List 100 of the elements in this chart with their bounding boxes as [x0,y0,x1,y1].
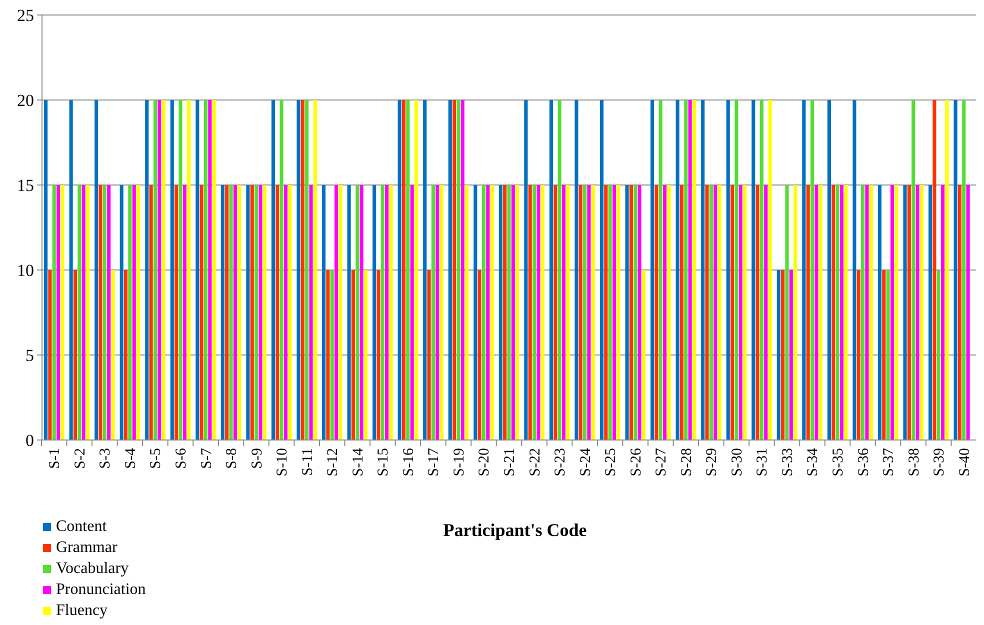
bar [865,185,869,440]
bar [440,185,444,440]
bar [414,100,418,440]
bar [212,100,216,440]
x-tick-label: S-36 [856,448,872,476]
bar [60,185,64,440]
legend-label: Grammar [56,539,118,556]
legend-label: Pronunciation [56,581,146,598]
bar [431,185,435,440]
bar [507,185,511,440]
bar [322,185,326,440]
x-tick-label: S-38 [906,448,922,476]
bar [869,185,873,440]
x-tick-label: S-2 [72,448,88,469]
bar [907,185,911,440]
bar [52,185,56,440]
bar [558,100,562,440]
bar [120,185,124,440]
y-tick-label: 25 [17,6,34,25]
x-tick-label: S-33 [780,448,796,476]
bar [608,185,612,440]
bar [583,185,587,440]
legend-label: Content [56,518,108,535]
bar [149,185,153,440]
bar [920,185,924,440]
bar [785,185,789,440]
bar [940,185,945,440]
bar [86,185,90,440]
bar [385,185,389,440]
bar [124,270,128,440]
bar [309,185,313,440]
legend-label: Vocabulary [56,560,129,577]
bar [642,270,646,440]
x-tick-label: S-27 [654,448,670,476]
bar [225,185,229,440]
bar [107,185,111,440]
x-tick-label: S-35 [830,448,847,476]
bar [389,185,393,440]
bar [313,100,317,440]
bar [629,185,633,440]
bar [612,185,616,440]
bar [456,100,460,440]
bar [650,100,654,440]
bar [300,100,304,440]
bar [836,185,840,440]
bar [591,185,595,440]
bar [802,100,806,440]
bar [709,185,713,440]
x-tick-label: S-22 [527,448,544,476]
bar [726,100,730,440]
x-tick-label: S-12 [325,448,342,476]
bar [448,100,452,440]
bar [356,185,360,440]
bar [882,270,886,440]
bar [498,185,502,440]
bar [810,100,814,440]
x-tick-label: S-19 [451,448,468,476]
bar [743,185,747,440]
bar [562,185,566,440]
bar [954,100,958,440]
bar [208,100,212,440]
bar [220,185,224,440]
x-tick-label: S-28 [678,448,695,476]
bar [516,185,520,440]
x-tick-label: S-39 [932,448,948,476]
bar [145,100,149,440]
bar [714,185,718,440]
bar [578,185,582,440]
x-tick-label: S-16 [400,448,417,476]
x-tick-label: S-8 [224,448,240,469]
bar [503,185,507,440]
bar [663,185,667,440]
bar [460,100,464,440]
bar [465,185,469,440]
bar [372,185,376,440]
bar [814,185,818,440]
bar [338,185,342,440]
bar [524,100,528,440]
y-tick-label: 5 [26,346,34,365]
bar [474,185,478,440]
bar [82,185,86,440]
bar [486,185,490,440]
bar [233,185,237,440]
bar [351,270,355,440]
x-tick-label: S-26 [628,448,644,476]
bar [752,100,756,440]
bar [916,185,920,440]
bar [56,185,60,440]
bar [246,185,250,440]
x-tick-label: S-30 [729,448,746,476]
bar [452,100,456,440]
bar [360,185,364,440]
bar [680,185,684,440]
bar [132,185,136,440]
bar [886,270,890,440]
bar [912,100,916,440]
bar [856,270,860,440]
bar [962,100,966,440]
x-tick-label: S-4 [122,448,139,469]
x-tick-label: S-20 [476,448,493,476]
